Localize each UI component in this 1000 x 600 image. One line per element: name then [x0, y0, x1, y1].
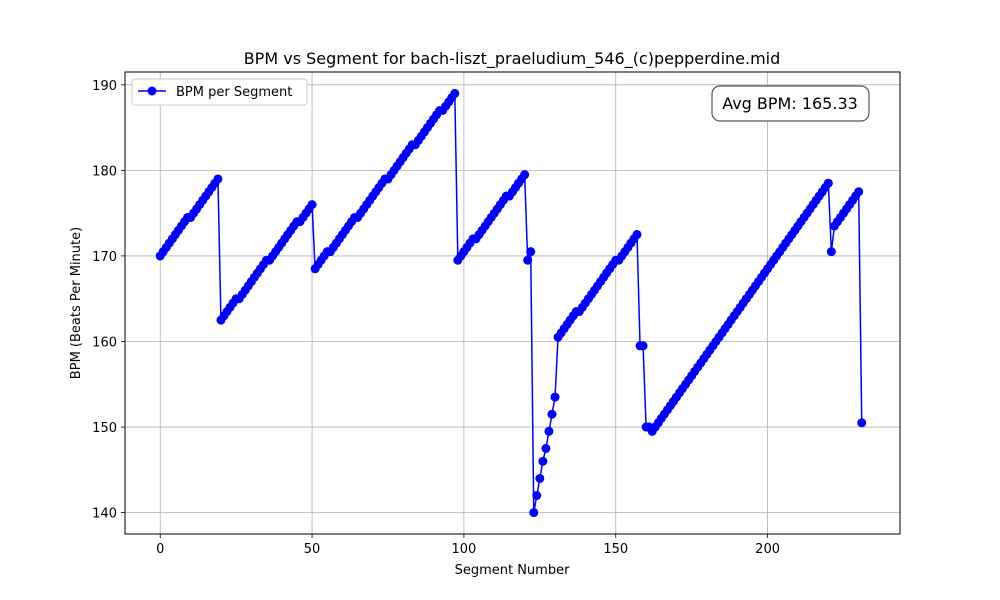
data-point — [550, 392, 560, 402]
data-point — [857, 418, 867, 428]
data-point — [307, 200, 317, 210]
x-tick-label: 50 — [304, 542, 321, 557]
x-tick-label: 150 — [603, 542, 628, 557]
data-point — [632, 230, 642, 240]
data-point — [826, 247, 836, 257]
data-point — [520, 170, 530, 180]
data-point — [538, 456, 548, 466]
data-point — [526, 247, 536, 257]
x-axis: 0 50 100 150 200 — [156, 534, 780, 557]
y-tick-label: 140 — [92, 507, 117, 522]
x-tick-label: 100 — [451, 542, 476, 557]
data-points — [155, 88, 867, 518]
x-tick-label: 0 — [156, 542, 164, 557]
grid — [125, 72, 900, 534]
avg-annotation-text: Avg BPM: 165.33 — [722, 94, 858, 113]
y-tick-label: 150 — [92, 421, 117, 436]
plot-area-frame — [124, 71, 901, 535]
y-axis: 140 150 160 170 180 190 — [92, 79, 125, 522]
data-point — [854, 187, 864, 197]
x-tick-label: 200 — [755, 542, 780, 557]
x-axis-label: Segment Number — [455, 563, 571, 578]
y-tick-label: 160 — [92, 336, 117, 351]
data-point — [529, 508, 539, 518]
data-point — [544, 426, 554, 436]
data-point — [213, 174, 223, 184]
data-point — [532, 491, 542, 500]
avg-annotation-box — [711, 85, 870, 122]
data-point — [547, 409, 557, 419]
data-point — [823, 178, 833, 188]
data-point — [523, 255, 533, 265]
chart-title: BPM vs Segment for bach-liszt_praeludium… — [244, 49, 781, 69]
data-point — [638, 341, 648, 351]
y-axis-label: BPM (Beats Per Minute) — [69, 227, 84, 379]
legend-label: BPM per Segment — [176, 85, 292, 100]
y-tick-label: 180 — [92, 164, 117, 179]
legend: BPM per Segment — [131, 78, 308, 106]
data-point — [535, 473, 545, 483]
y-tick-label: 170 — [92, 250, 117, 265]
data-point — [541, 443, 551, 453]
y-tick-label: 190 — [92, 79, 117, 94]
data-point — [450, 88, 460, 98]
legend-marker-swatch — [147, 86, 157, 96]
legend-box — [131, 78, 308, 106]
avg-annotation: Avg BPM: 165.33 — [711, 85, 870, 122]
